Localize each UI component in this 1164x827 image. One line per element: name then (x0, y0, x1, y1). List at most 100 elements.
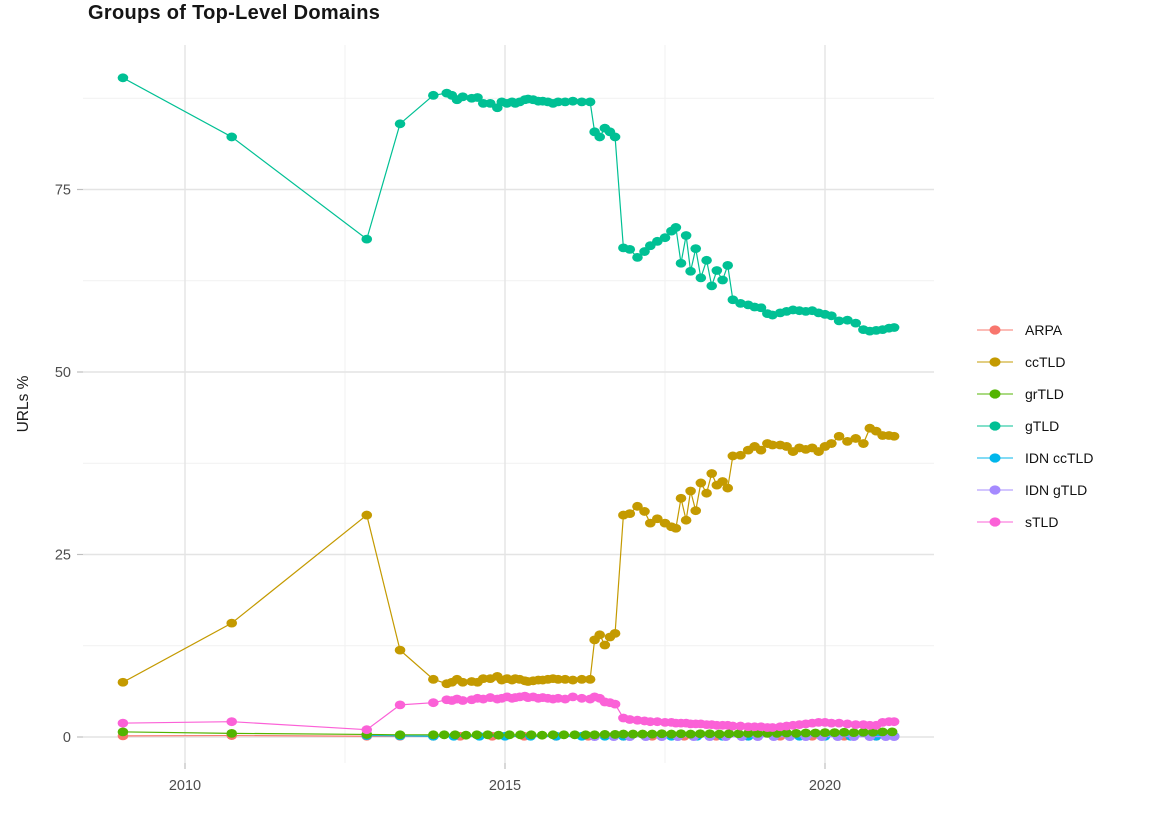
data-point (361, 725, 373, 735)
data-point (576, 693, 588, 703)
data-point (569, 730, 581, 740)
data-point (226, 728, 238, 738)
data-point (733, 729, 744, 739)
series-gtld (117, 73, 900, 336)
data-point (826, 311, 837, 321)
data-point (652, 717, 663, 727)
data-point (826, 439, 837, 448)
data-point (706, 281, 718, 291)
data-point (659, 233, 671, 243)
data-point (594, 630, 606, 640)
legend-key-icon (977, 453, 1013, 463)
data-point (594, 132, 606, 142)
y-axis-title: URLs % (15, 375, 32, 432)
data-point (888, 431, 900, 441)
data-point (850, 720, 862, 729)
data-point (361, 510, 373, 520)
data-point (632, 252, 643, 262)
legend-item-grtld: grTLD (977, 383, 1093, 405)
data-point (767, 440, 778, 450)
data-point (735, 450, 746, 460)
data-point (558, 730, 570, 740)
data-point (460, 730, 472, 740)
data-point (599, 640, 611, 650)
data-point (695, 478, 707, 488)
data-point (842, 315, 853, 325)
data-point (609, 730, 621, 739)
data-point (652, 236, 663, 246)
data-point (888, 323, 900, 332)
data-point (472, 93, 483, 102)
data-point (493, 730, 504, 740)
data-point (361, 234, 373, 244)
data-point (567, 692, 579, 702)
data-point (842, 436, 853, 446)
data-point (833, 316, 845, 326)
data-point (833, 431, 845, 441)
data-point (394, 119, 406, 129)
gridlines-minor (83, 45, 934, 763)
data-point (457, 677, 469, 687)
data-point (727, 721, 739, 731)
data-point (567, 675, 579, 685)
data-point (624, 509, 636, 519)
legend-label: gTLD (1025, 418, 1060, 434)
data-point (394, 645, 406, 655)
data-point (858, 727, 869, 737)
data-point (701, 255, 712, 265)
data-point (428, 90, 439, 100)
data-point (536, 730, 548, 740)
data-point (457, 92, 469, 102)
data-point (722, 261, 734, 270)
data-point (226, 618, 238, 628)
data-point (584, 674, 596, 684)
data-point (675, 493, 687, 503)
data-point (457, 696, 469, 705)
x-axis-labels: 2010 2015 2020 (169, 778, 841, 794)
data-point (680, 231, 692, 240)
data-point (704, 729, 716, 739)
legend-key-icon (977, 485, 1013, 495)
x-tick-label: 2015 (489, 778, 521, 794)
legend-item-cctld: ccTLD (977, 351, 1093, 373)
data-point (755, 445, 767, 455)
data-point (609, 699, 621, 709)
legend-label: ARPA (1025, 322, 1063, 338)
data-point (838, 727, 850, 737)
y-tick-label: 50 (55, 365, 71, 381)
y-tick-label: 75 (55, 183, 71, 199)
data-point (790, 728, 802, 738)
data-point (580, 730, 591, 740)
data-point (609, 132, 621, 142)
data-point (428, 698, 439, 708)
data-point (723, 729, 735, 739)
data-point (576, 97, 588, 107)
data-point (685, 266, 696, 276)
data-point (627, 729, 639, 739)
data-point (559, 674, 571, 684)
data-point (624, 715, 636, 724)
data-point (438, 730, 450, 740)
data-point (800, 728, 812, 738)
data-point (888, 717, 900, 727)
data-point (680, 515, 692, 525)
data-point (639, 247, 650, 256)
series-stld (117, 691, 900, 735)
legend-item-gtld: gTLD (977, 415, 1093, 437)
data-point (685, 729, 696, 739)
data-point (525, 730, 537, 740)
data-point (711, 266, 723, 275)
data-point (829, 728, 840, 738)
data-point (632, 501, 643, 511)
data-point (833, 718, 845, 728)
data-point (584, 97, 596, 107)
data-point (877, 727, 888, 737)
data-point (666, 729, 677, 739)
data-point (117, 718, 129, 728)
data-point (695, 273, 707, 283)
data-point (117, 73, 129, 83)
data-point (701, 488, 712, 498)
data-point (624, 244, 636, 254)
data-point (609, 628, 621, 638)
data-point (675, 258, 687, 268)
